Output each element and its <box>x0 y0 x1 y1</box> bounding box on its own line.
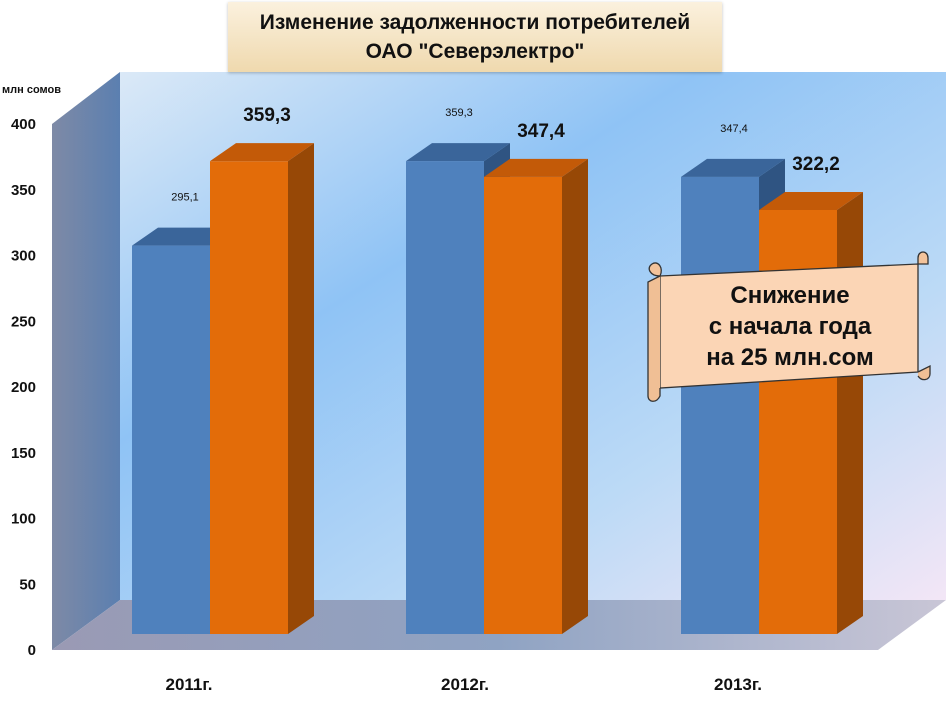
data-label: 295,1 <box>171 192 199 204</box>
y-tick-label: 200 <box>11 379 36 396</box>
chart-title-line-1: Изменение задолженности потребителей <box>259 11 691 34</box>
y-tick-label: 350 <box>11 182 36 199</box>
y-axis-label: млн сомов <box>2 84 61 96</box>
callout-line-1: Снижение <box>730 282 850 309</box>
callout-line-2: с начала года <box>708 313 872 340</box>
y-tick-label: 250 <box>11 313 36 330</box>
callout-text: Снижение с начала года на 25 млн.сом <box>664 280 916 373</box>
data-label: 359,3 <box>445 107 473 119</box>
bar-top <box>406 143 510 162</box>
bar <box>484 158 588 634</box>
x-category-label: 2012г. <box>441 675 489 694</box>
bar-top <box>759 191 863 210</box>
data-label: 347,4 <box>720 123 748 135</box>
callout: Снижение с начала года на 25 млн.сом <box>640 250 932 402</box>
callout-scroll <box>647 251 931 402</box>
y-tick-label: 150 <box>11 445 36 462</box>
data-label: 359,3 <box>243 105 291 126</box>
y-tick-label: 100 <box>11 511 36 528</box>
bar-top <box>681 158 785 177</box>
bar-front <box>681 176 759 634</box>
bar-side <box>288 143 314 634</box>
x-category-label: 2013г. <box>714 675 762 694</box>
y-tick-label: 300 <box>11 248 36 265</box>
x-category-label: 2011г. <box>166 675 213 694</box>
chart-title-line-2: ОАО "Северэлектро" <box>365 40 585 63</box>
y-tick-label: 400 <box>11 116 36 133</box>
bar-front <box>484 176 562 634</box>
chart-title: Изменение задолженности потребителей ОАО… <box>228 2 722 72</box>
y-tick-label: 0 <box>28 642 36 659</box>
bar-top <box>210 143 314 162</box>
callout-line-3: на 25 млн.сом <box>706 344 874 371</box>
chart-left-wall <box>52 72 120 650</box>
data-label: 347,4 <box>517 121 565 142</box>
bar-side <box>562 158 588 634</box>
y-tick-label: 50 <box>19 576 36 593</box>
bar-top <box>484 158 588 177</box>
bar <box>210 143 314 634</box>
bar-front <box>406 161 484 634</box>
bar-front <box>210 161 288 634</box>
data-label: 322,2 <box>792 154 840 175</box>
bar-front <box>132 245 210 634</box>
